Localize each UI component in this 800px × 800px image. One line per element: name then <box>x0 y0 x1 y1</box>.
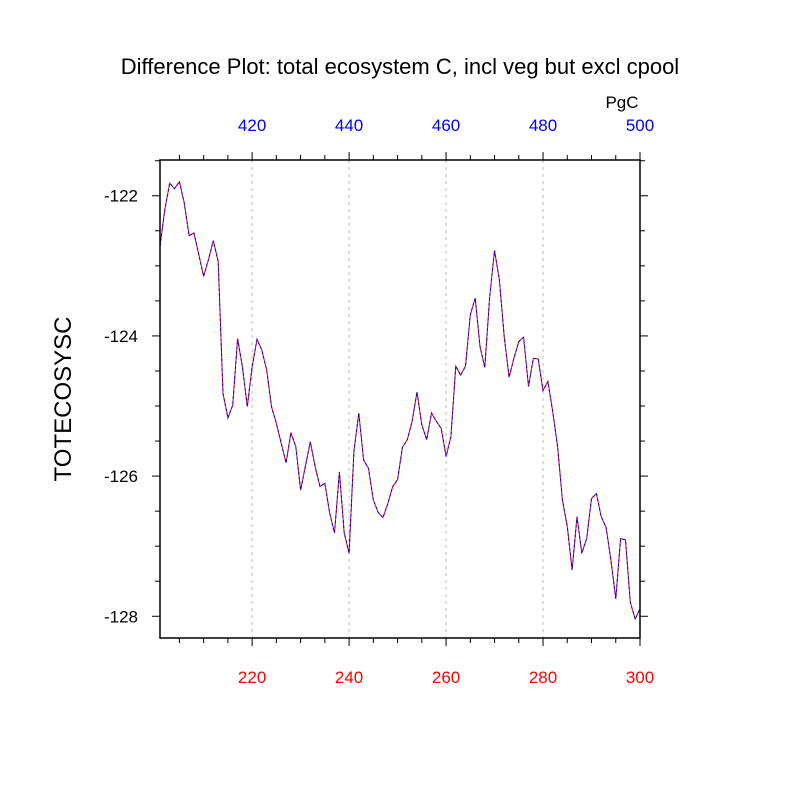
y-tick-label: -126 <box>104 467 138 486</box>
units-label: PgC <box>605 93 638 112</box>
series-line-case-2 <box>159 180 641 621</box>
top-x-tick-label: 440 <box>335 116 363 135</box>
x-tick-label: 300 <box>626 668 654 687</box>
y-tick-label: -128 <box>104 607 138 626</box>
top-x-tick-label: 460 <box>432 116 460 135</box>
x-tick-label: 260 <box>432 668 460 687</box>
y-axis-label: TOTECOSYSC <box>50 317 77 482</box>
top-x-tick-label: 480 <box>529 116 557 135</box>
x-tick-label: 280 <box>529 668 557 687</box>
top-x-tick-label: 500 <box>626 116 654 135</box>
plot-frame <box>159 159 641 639</box>
top-x-tick-label: 420 <box>238 116 266 135</box>
series-line-case-1 <box>159 180 641 621</box>
chart-title: Difference Plot: total ecosystem C, incl… <box>121 54 679 79</box>
x-tick-label: 240 <box>335 668 363 687</box>
x-tick-label: 220 <box>238 668 266 687</box>
y-tick-label: -122 <box>104 187 138 206</box>
y-tick-label: -124 <box>104 327 138 346</box>
